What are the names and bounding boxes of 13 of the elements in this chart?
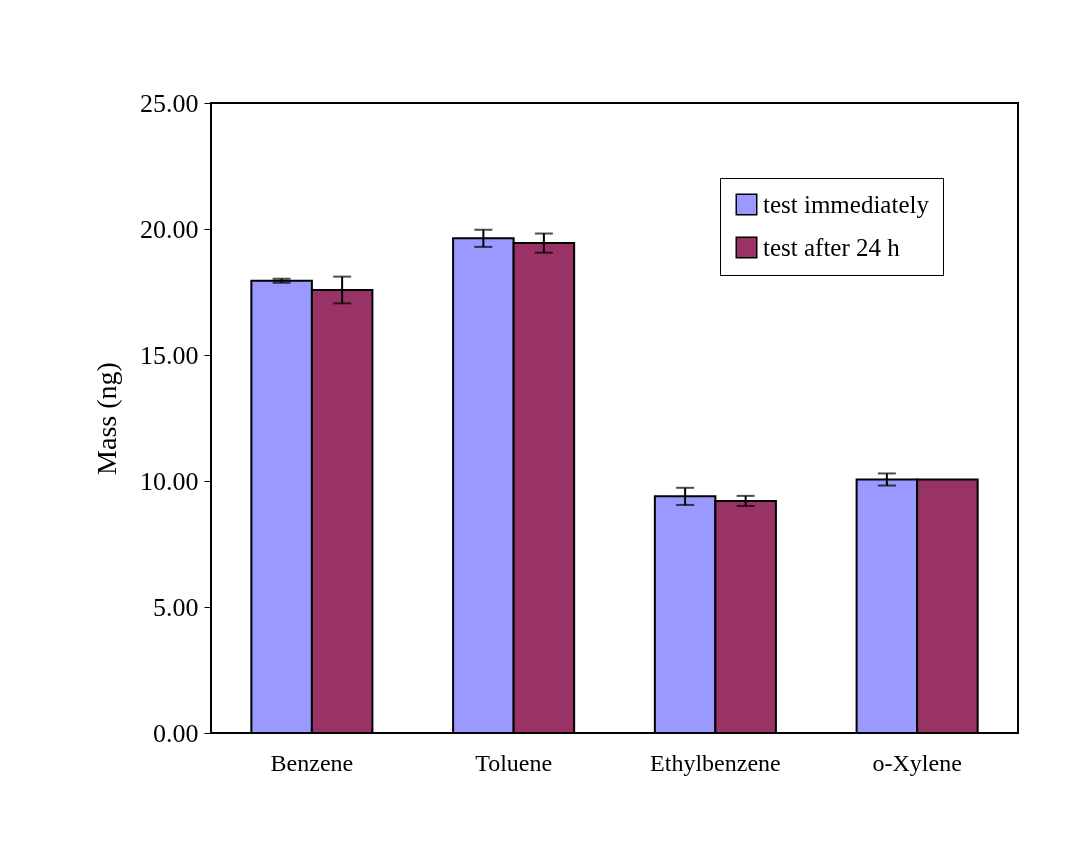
legend-label: test after 24 h bbox=[763, 233, 901, 261]
legend-label: test immediately bbox=[763, 190, 930, 218]
x-tick-label: o-Xylene bbox=[872, 749, 962, 776]
y-tick-label: 20.00 bbox=[140, 214, 199, 244]
y-tick-label: 25.00 bbox=[140, 88, 199, 118]
y-axis-title: Mass (ng) bbox=[91, 362, 122, 475]
y-tick-label: 5.00 bbox=[153, 592, 199, 622]
x-tick-label: Benzene bbox=[270, 749, 354, 776]
y-tick-label: 15.00 bbox=[140, 340, 199, 370]
x-tick-label: Ethylbenzene bbox=[650, 749, 781, 776]
y-tick-label: 0.00 bbox=[153, 718, 199, 748]
x-tick-label: Toluene bbox=[475, 749, 553, 776]
y-tick-label: 10.00 bbox=[140, 466, 199, 496]
